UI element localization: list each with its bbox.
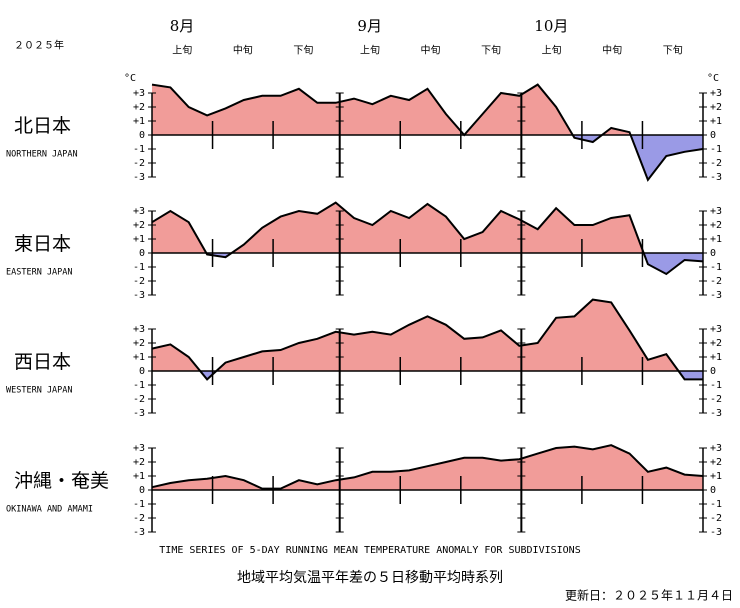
y-tick-label: -2 [710,394,722,405]
y-tick-label: +3 [133,206,145,217]
area-positive [152,84,703,135]
y-tick-label: -2 [133,513,145,524]
anomaly-line [151,298,703,381]
y-tick-label: +3 [133,324,145,335]
y-tick-label: +1 [710,471,722,482]
y-tick-label: +3 [133,443,145,454]
y-tick-label: +3 [710,324,722,335]
y-tick-label: -2 [133,276,145,287]
dekad-label: 中旬 [233,44,253,57]
y-tick-label: +3 [710,206,722,217]
region-title: 東日本 [14,233,71,255]
y-tick-label: +1 [133,471,145,482]
y-tick-label: +1 [133,352,145,363]
y-tick-label: 0 [710,248,716,259]
y-tick-label: +1 [133,116,145,127]
y-tick-label: -2 [710,513,722,524]
y-tick-label: 0 [710,485,716,496]
y-tick-label: +2 [133,220,145,231]
region-title: 北日本 [14,115,71,137]
dekad-label: 下旬 [293,44,313,57]
y-tick-label: -2 [133,158,145,169]
y-tick-label: 0 [139,248,145,259]
dekad-label: 上旬 [542,44,562,57]
y-tick-label: 0 [139,485,145,496]
y-tick-label: 0 [710,366,716,377]
y-tick-label: +2 [133,102,145,113]
year: ２０２５年 [14,39,64,52]
region-subtitle: WESTERN JAPAN [6,386,73,396]
anomaly-line [151,444,704,490]
caption: TIME SERIES OF 5-DAY RUNNING MEAN TEMPER… [159,545,580,556]
y-tick-label: -3 [710,408,722,419]
y-tick-label: -3 [710,527,722,538]
y-tick-label: +2 [710,102,722,113]
y-tick-label: 0 [139,366,145,377]
y-tick-label: +1 [710,234,722,245]
y-tick-label: +1 [710,352,722,363]
area-positive [152,445,703,490]
area-negative [152,253,703,274]
y-tick-label: +3 [133,88,145,99]
dekad-label: 下旬 [481,44,501,57]
dekad-label: 上旬 [172,44,192,57]
y-tick-label: +1 [133,234,145,245]
y-tick-label: -1 [710,380,722,391]
y-tick-label: -3 [133,527,145,538]
y-tick-label: -2 [710,276,722,287]
y-tick-label: 0 [139,130,145,141]
area-positive [152,202,703,253]
y-tick-label: +1 [710,116,722,127]
dekad-label: 中旬 [421,44,441,57]
anomaly-line [151,201,704,276]
y-tick-label: -1 [710,144,722,155]
y-tick-label: -3 [710,172,722,183]
y-tick-label: -2 [133,394,145,405]
area-negative [152,135,703,180]
y-tick-label: -1 [133,499,145,510]
y-tick-label: -1 [710,262,722,273]
footer-title: 地域平均気温平年差の５日移動平均時系列 [237,570,503,586]
region-title: 沖縄・奄美 [14,470,109,492]
y-tick-label: 0 [710,130,716,141]
y-tick-label: +2 [710,338,722,349]
y-tick-label: +3 [710,88,722,99]
y-tick-label: -3 [710,290,722,301]
dekad-label: 下旬 [663,44,683,57]
region-subtitle: NORTHERN JAPAN [6,150,78,160]
y-tick-label: +2 [710,220,722,231]
y-tick-label: -2 [710,158,722,169]
y-tick-label: -3 [133,290,145,301]
y-tick-label: +2 [133,457,145,468]
anomaly-line [151,83,704,182]
area-positive [152,299,703,371]
region-subtitle: OKINAWA AND AMAMI [6,505,93,515]
unit-label: °C [707,73,719,84]
month-label: 9月 [357,17,382,35]
y-tick-label: +2 [710,457,722,468]
y-tick-label: -1 [133,144,145,155]
y-tick-label: +3 [710,443,722,454]
y-tick-label: -1 [133,262,145,273]
y-tick-label: -3 [133,408,145,419]
region-subtitle: EASTERN JAPAN [6,268,73,278]
y-tick-label: -1 [133,380,145,391]
month-label: 8月 [170,17,195,35]
y-tick-label: -1 [710,499,722,510]
dekad-label: 中旬 [602,44,622,57]
y-tick-label: -3 [133,172,145,183]
dekad-label: 上旬 [360,44,380,57]
updated: 更新日：２０２５年１１月４日 [565,588,733,603]
unit-label: °C [124,73,136,84]
region-title: 西日本 [14,351,71,373]
month-label: 10月 [534,17,568,35]
y-tick-label: +2 [133,338,145,349]
